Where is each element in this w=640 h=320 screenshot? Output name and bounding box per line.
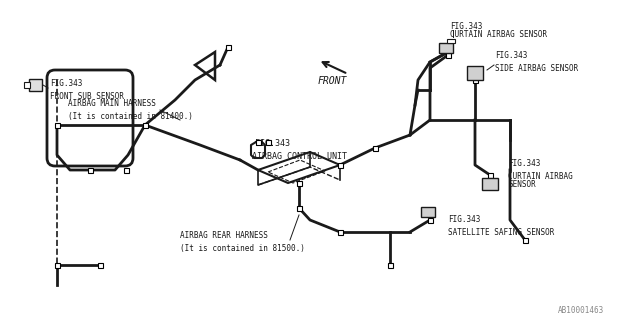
Bar [54,262,60,268]
Bar [522,237,527,243]
Text: CURTAIN AIRBAG: CURTAIN AIRBAG [508,172,573,181]
Bar [97,262,102,268]
Text: FIG.343: FIG.343 [448,215,481,224]
Bar [266,140,271,145]
Bar [143,123,147,127]
Text: AIRBAG REAR HARNESS: AIRBAG REAR HARNESS [180,231,268,240]
Bar [225,44,230,50]
Bar [387,262,392,268]
Bar [296,205,301,211]
Text: (It is contained in 81500.): (It is contained in 81500.) [180,244,305,253]
Bar [24,82,30,88]
Bar [421,207,435,217]
Bar [54,123,60,127]
Bar [428,218,433,222]
Bar [372,146,378,150]
Bar [296,180,301,186]
Bar [439,43,453,53]
Bar [337,229,342,235]
Text: FIG.343: FIG.343 [495,51,527,60]
Text: FIG.343: FIG.343 [508,159,540,168]
Text: FIG.343: FIG.343 [50,79,83,88]
Bar [488,172,493,178]
Bar [124,167,129,172]
Text: FRONT SUB SENSOR: FRONT SUB SENSOR [50,92,124,101]
Text: FIG.343: FIG.343 [255,139,290,148]
Bar [467,66,483,80]
Text: SIDE AIRBAG SENSOR: SIDE AIRBAG SENSOR [495,64,579,73]
Bar [337,163,342,167]
Text: SATELLITE SAFING SENSOR: SATELLITE SAFING SENSOR [448,228,554,237]
Text: AIRBAG MAIN HARNESS: AIRBAG MAIN HARNESS [68,99,156,108]
Text: FIG.343: FIG.343 [450,22,483,31]
Bar [472,77,477,83]
Bar [255,140,260,145]
Bar [482,178,498,190]
Bar [88,167,93,172]
Text: SENSOR: SENSOR [508,180,536,189]
Text: AB10001463: AB10001463 [558,306,604,315]
Bar [447,39,455,43]
Text: AIRBAG CONTROL UNIT: AIRBAG CONTROL UNIT [252,152,347,161]
Bar [445,52,451,58]
Text: (It is contained in 81400.): (It is contained in 81400.) [68,112,193,121]
Bar [29,79,42,91]
Text: CURTAIN AIRBAG SENSOR: CURTAIN AIRBAG SENSOR [450,30,547,39]
Text: FRONT: FRONT [317,76,347,86]
